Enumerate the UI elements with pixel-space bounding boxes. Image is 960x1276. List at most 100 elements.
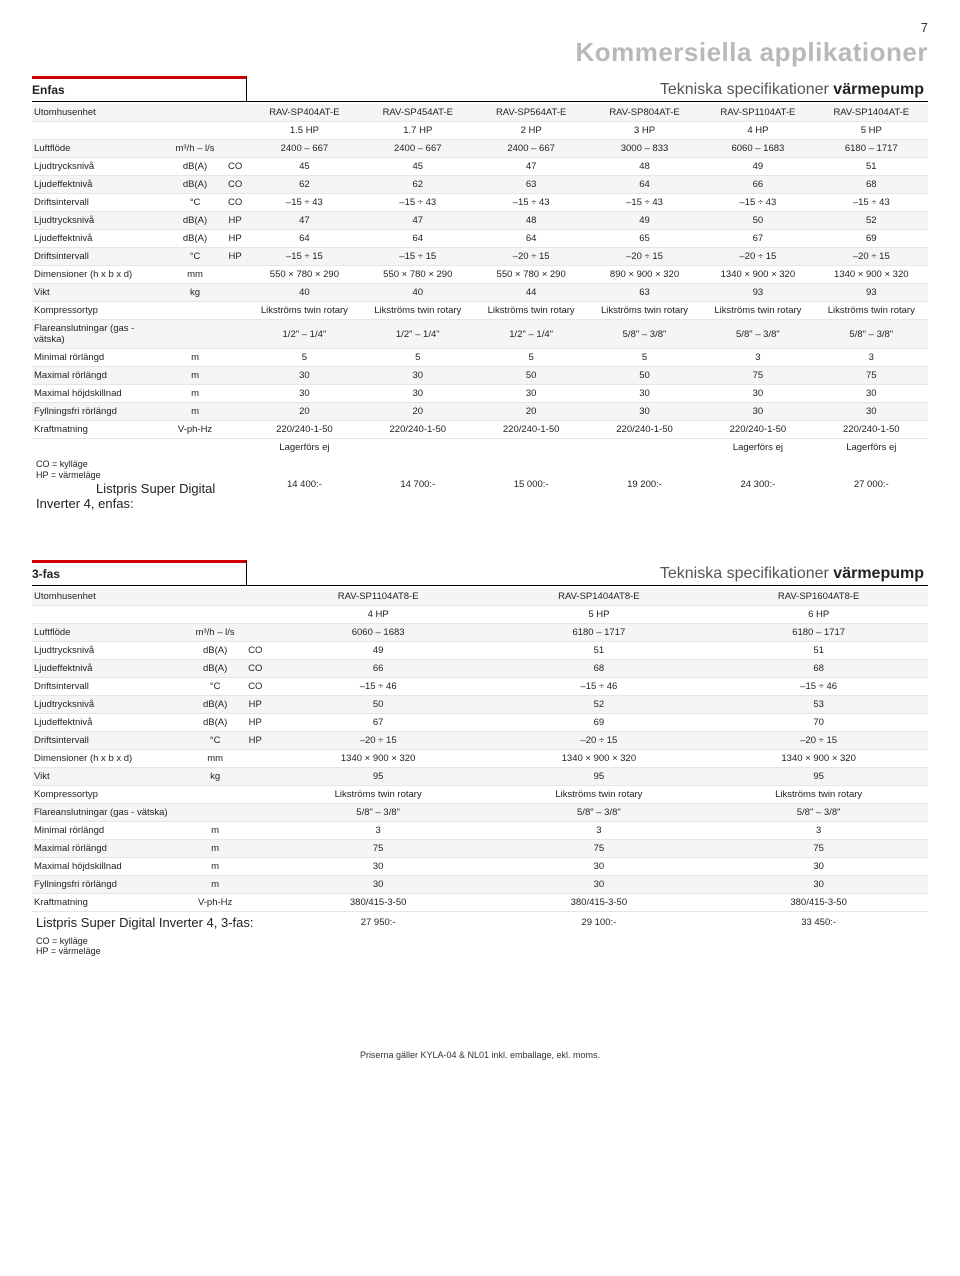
hp-cell: 6 HP [709,605,928,623]
spec-title-prefix: Tekniska specifikationer [660,565,833,582]
row-mode [243,623,268,641]
value-cell: –20 ÷ 15 [489,731,710,749]
value-cell: 30 [709,875,928,893]
row-label: Vikt [32,284,167,302]
spec-table-3fas: UtomhusenhetRAV-SP1104AT8-ERAV-SP1404AT8… [32,588,928,961]
value-cell: 220/240-1-50 [248,421,361,439]
value-cell: 52 [815,212,928,230]
stock-note: Lagerförs ej [701,439,814,457]
value-cell: 30 [489,857,710,875]
value-cell: 5 [361,349,474,367]
value-cell: 3 [489,821,710,839]
row-label: Utomhusenhet [32,104,248,122]
table-row: Maximal rörlängdm303050507575 [32,367,928,385]
row-mode [243,803,268,821]
value-cell: 6180 – 1717 [709,623,928,641]
row-unit [188,803,243,821]
row-label: Maximal rörlängd [32,367,167,385]
table-row: Driftsintervall°CCO–15 ÷ 46–15 ÷ 46–15 ÷… [32,677,928,695]
row-unit: °C [188,677,243,695]
value-cell: 3 [815,349,928,367]
price-cell: 14 400:- [248,456,361,514]
table-row: Viktkg959595 [32,767,928,785]
value-cell: 30 [474,385,587,403]
price-cell: 14 700:- [361,456,474,514]
value-cell: Likströms twin rotary [489,785,710,803]
table-row: LjudtrycksnivådB(A)HP505253 [32,695,928,713]
row-label: Kraftmatning [32,893,188,911]
stock-note [361,439,474,457]
value-cell: 1340 × 900 × 320 [701,266,814,284]
row-unit: m [167,349,222,367]
value-cell: 44 [474,284,587,302]
value-cell: 30 [489,875,710,893]
value-cell: 69 [489,713,710,731]
value-cell: 62 [361,176,474,194]
value-cell: –20 ÷ 15 [815,248,928,266]
value-cell: 5/8" – 3/8" [588,320,701,349]
value-cell: 550 × 780 × 290 [361,266,474,284]
value-cell: 6060 – 1683 [268,623,489,641]
phase-label: 3-fas [32,560,247,585]
spec-title: Tekniska specifikationer värmepump [247,81,928,99]
value-cell: 5/8" – 3/8" [268,803,489,821]
value-cell: 1/2" – 1/4" [361,320,474,349]
table-row: Driftsintervall°CHP–15 ÷ 15–15 ÷ 15–20 ÷… [32,248,928,266]
table-row: Maximal höjdskillnadm303030303030 [32,385,928,403]
row-mode: CO [243,641,268,659]
value-cell: 48 [474,212,587,230]
hp-cell: 4 HP [268,605,489,623]
row-unit: mm [167,266,222,284]
spec-title-prefix: Tekniska specifikationer [660,81,833,98]
value-cell: 62 [248,176,361,194]
value-cell: 380/415-3-50 [709,893,928,911]
row-label [32,122,248,140]
value-cell: 95 [489,767,710,785]
row-label: Ljudeffektnivå [32,659,188,677]
value-cell: 30 [815,403,928,421]
table-row: Fyllningsfri rörlängdm303030 [32,875,928,893]
table-row: KompressortypLikströms twin rotaryLikstr… [32,785,928,803]
row-mode [223,284,248,302]
value-cell: 3 [268,821,489,839]
row-unit [167,320,222,349]
row-label [32,605,268,623]
table-row: LjudtrycksnivådB(A)HP474748495052 [32,212,928,230]
row-unit: m [188,875,243,893]
row-unit: m [167,367,222,385]
value-cell: 890 × 900 × 320 [588,266,701,284]
value-cell: 5 [588,349,701,367]
value-cell: 5 [474,349,587,367]
row-label: Minimal rörlängd [32,821,188,839]
row-label: Kraftmatning [32,421,167,439]
value-cell: 47 [361,212,474,230]
value-cell: –15 ÷ 46 [489,677,710,695]
value-cell: 63 [474,176,587,194]
value-cell: Likströms twin rotary [588,302,701,320]
value-cell: Likströms twin rotary [815,302,928,320]
row-label: Ljudeffektnivå [32,176,167,194]
value-cell: –15 ÷ 46 [268,677,489,695]
value-cell: 64 [588,176,701,194]
row-mode [243,839,268,857]
model-header: RAV-SP1404AT8-E [489,588,710,606]
table-row: LjudeffektnivådB(A)CO666868 [32,659,928,677]
value-cell: 30 [248,385,361,403]
stock-note: Lagerförs ej [815,439,928,457]
row-unit: m³/h – l/s [167,140,222,158]
row-label: Driftsintervall [32,677,188,695]
table-row: Maximal höjdskillnadm303030 [32,857,928,875]
value-cell: 70 [709,713,928,731]
value-cell: 220/240-1-50 [588,421,701,439]
table-row: KompressortypLikströms twin rotaryLikstr… [32,302,928,320]
hp-cell: 1.7 HP [361,122,474,140]
page-footer: Priserna gäller KYLA-04 & NL01 inkl. emb… [32,1050,928,1060]
value-cell: 1/2" – 1/4" [474,320,587,349]
value-cell: 75 [701,367,814,385]
model-header: RAV-SP1104AT8-E [268,588,489,606]
row-label: Dimensioner (h x b x d) [32,266,167,284]
model-header: RAV-SP404AT-E [248,104,361,122]
value-cell: 2400 – 667 [474,140,587,158]
table-row: Maximal rörlängdm757575 [32,839,928,857]
hp-cell: 2 HP [474,122,587,140]
